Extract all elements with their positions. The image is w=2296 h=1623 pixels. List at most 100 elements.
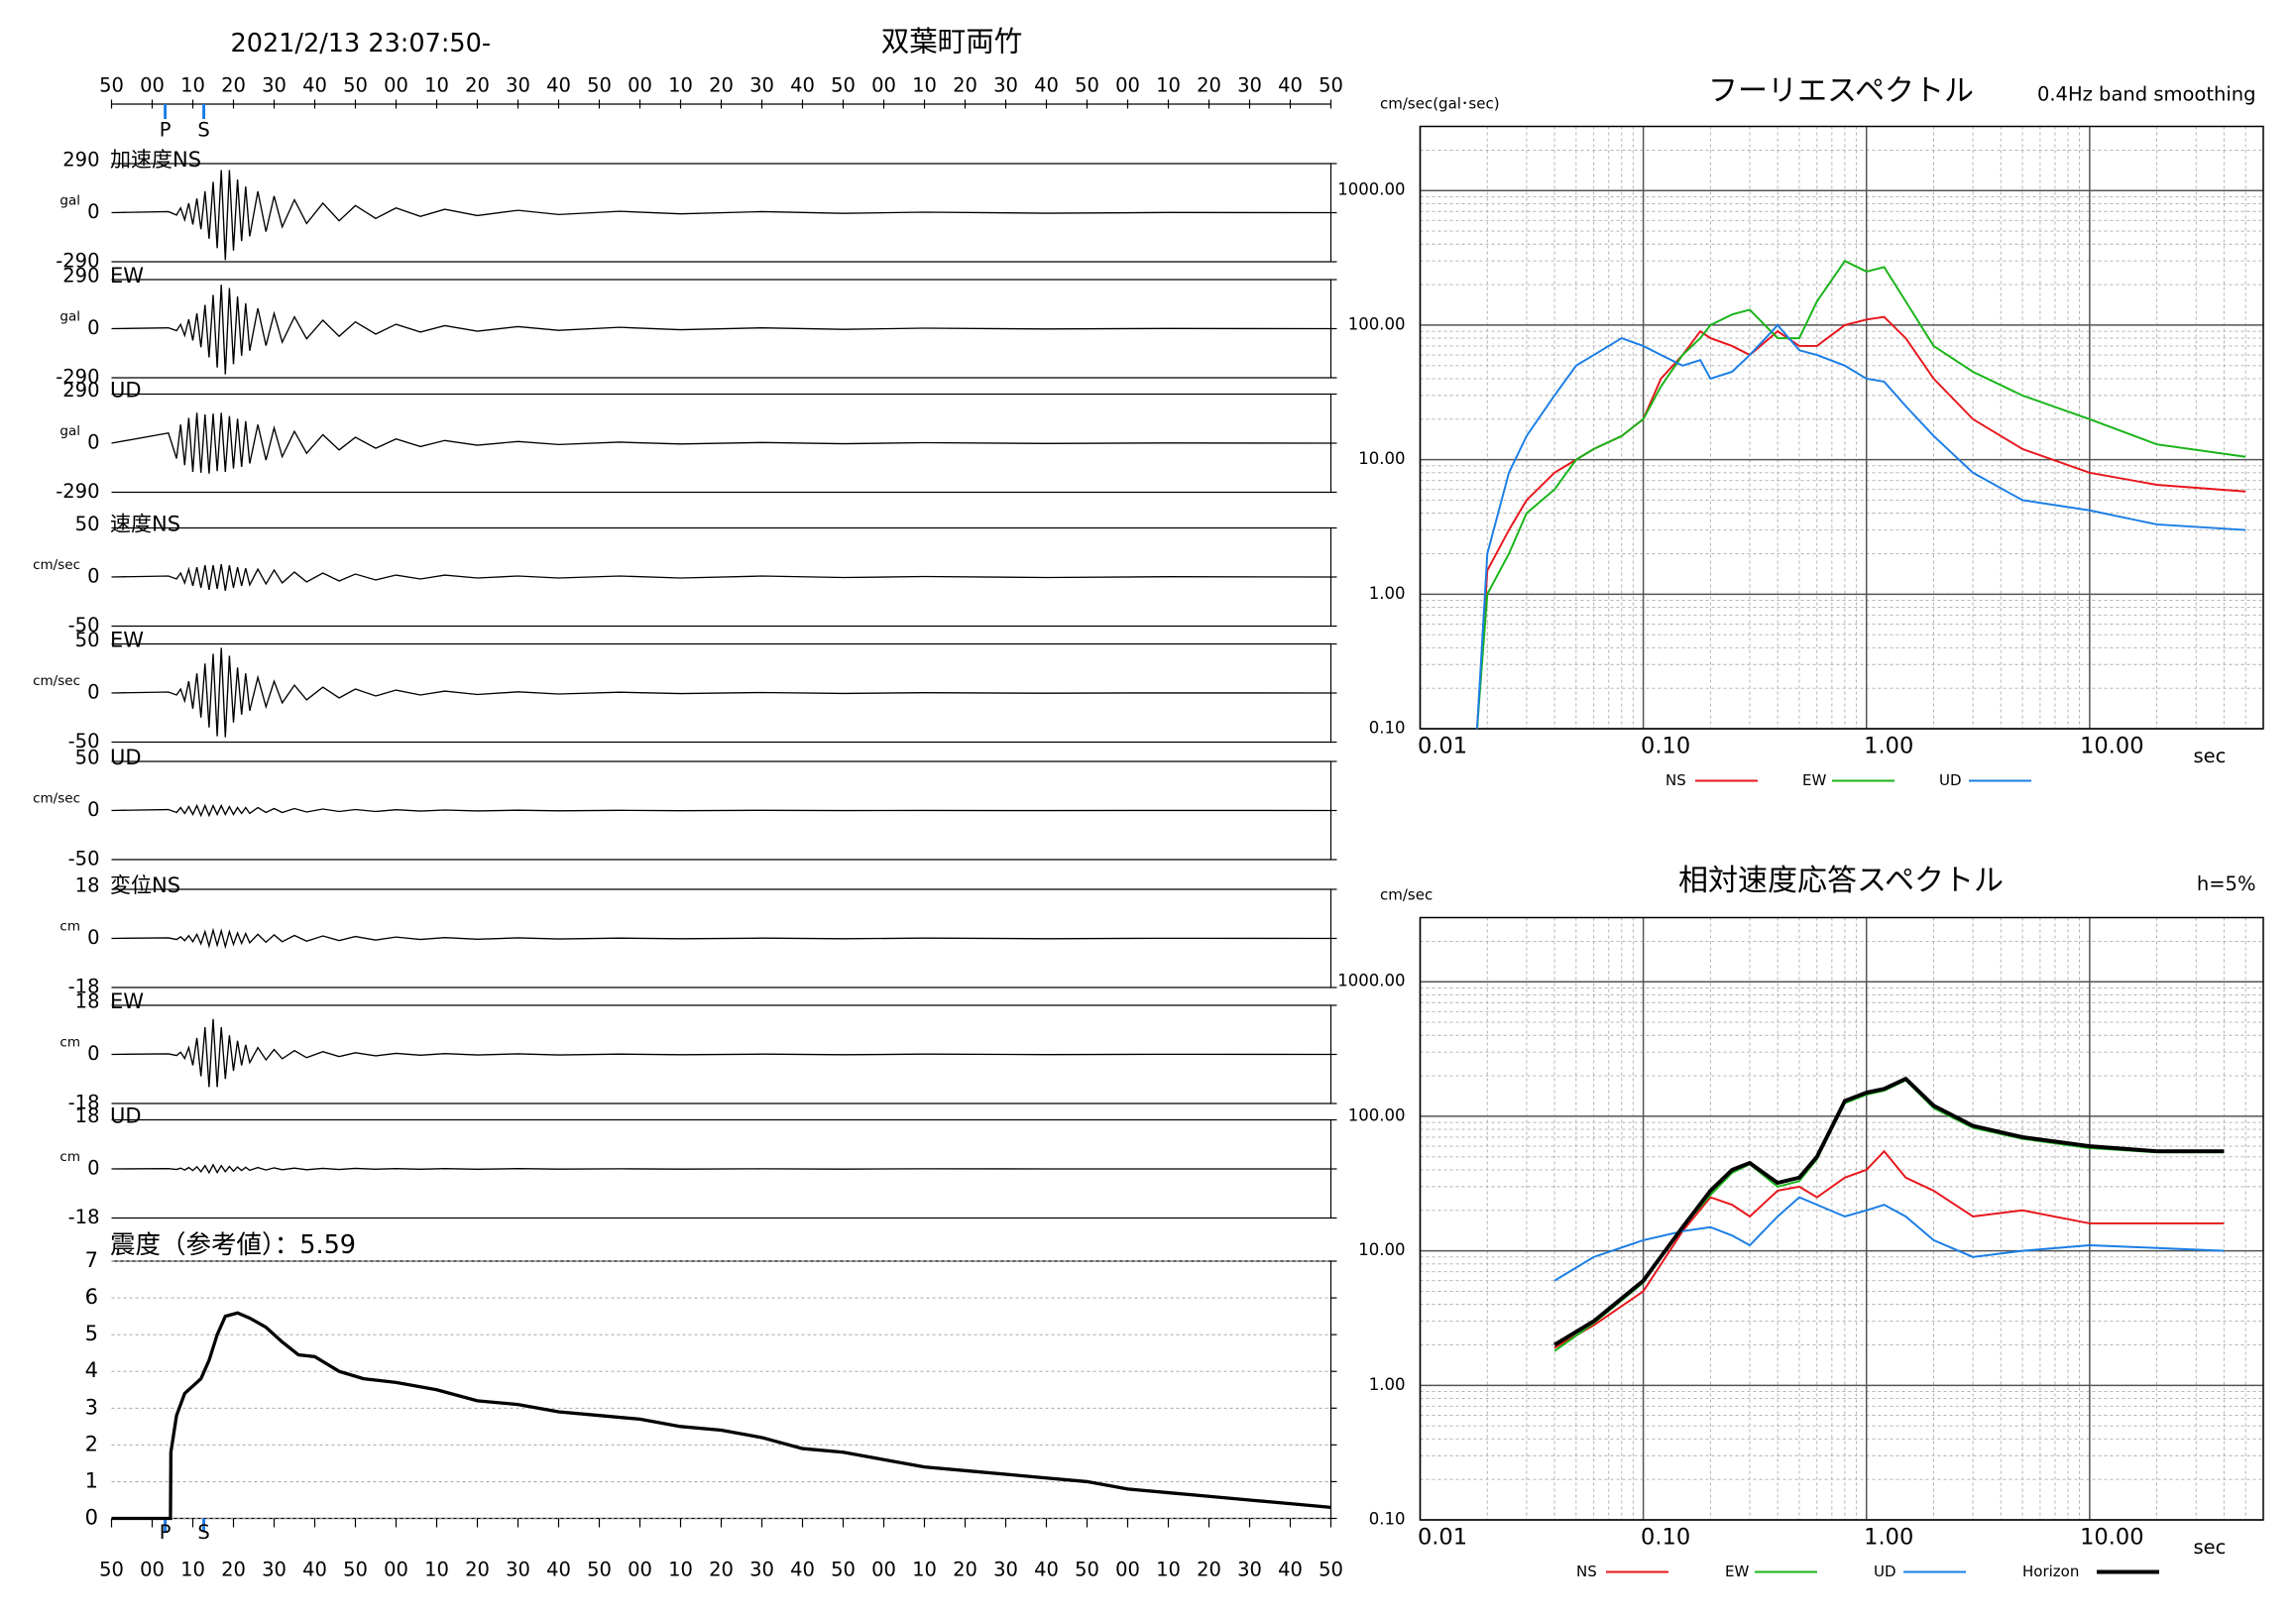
x-tick-label: 50 — [831, 1559, 856, 1581]
x-tick-label: 20 — [465, 1559, 490, 1581]
x-tick-label: 0.10 — [1641, 1525, 1690, 1551]
x-tick-label: 10 — [668, 74, 693, 97]
y-tick-label: -18 — [68, 976, 100, 998]
y-tick-label: -50 — [68, 730, 100, 753]
panel-label: EW — [110, 989, 144, 1013]
unit-label: gal — [59, 193, 80, 209]
spectrum-line — [1475, 315, 2246, 730]
y-tick-label: 0.10 — [1369, 719, 1406, 738]
x-tick-label: 40 — [1034, 1559, 1059, 1581]
x-tick-label: 10 — [424, 1559, 449, 1581]
panel-label: UD — [110, 379, 142, 403]
x-tick-label: 10 — [912, 1559, 937, 1581]
y-axis-label: cm/sec — [1380, 886, 1433, 904]
x-tick-label: 30 — [506, 1559, 530, 1581]
y-tick-label: 290 — [62, 379, 99, 402]
panel-label: UD — [110, 746, 142, 769]
x-tick-label: 10.00 — [2080, 734, 2143, 759]
y-tick-label: -50 — [68, 614, 100, 637]
x-tick-label: 50 — [343, 1559, 368, 1581]
y-tick-label: -290 — [56, 250, 99, 273]
waveform — [111, 927, 1331, 950]
y-tick-label: 0 — [85, 1506, 98, 1530]
waveform — [111, 647, 1331, 738]
x-tick-label: 10.00 — [2080, 1525, 2143, 1551]
y-tick-label: 100.00 — [1348, 314, 1406, 333]
y-tick-label: 100.00 — [1348, 1105, 1406, 1124]
y-tick-label: 0 — [87, 798, 99, 821]
panel-label: EW — [110, 629, 144, 652]
waveform — [111, 1163, 1331, 1175]
legend-label: UD — [1874, 1563, 1896, 1580]
y-axis-label: cm/sec(gal･sec) — [1380, 95, 1500, 113]
x-tick-label: 00 — [628, 1559, 652, 1581]
unit-label: gal — [59, 423, 80, 439]
x-tick-label: 0.01 — [1418, 1525, 1467, 1551]
y-tick-label: 0 — [87, 926, 99, 949]
y-tick-label: 50 — [75, 629, 100, 651]
y-tick-label: -290 — [56, 480, 99, 503]
legend-label: NS — [1576, 1563, 1597, 1580]
waveform — [111, 564, 1331, 591]
y-tick-label: 18 — [75, 990, 100, 1013]
x-tick-label: 20 — [1197, 74, 1221, 97]
date-subtitle: 2021/2/13 23:07:50- — [231, 29, 492, 58]
spectrum-subtitle: 0.4Hz band smoothing — [2037, 83, 2256, 106]
x-tick-label: 00 — [384, 74, 408, 97]
spectrum-title: 相対速度応答スペクトル — [1678, 864, 2004, 898]
panel-label: EW — [110, 264, 144, 288]
unit-label: cm/sec — [33, 673, 80, 689]
spectrum-line — [1553, 1076, 2225, 1347]
y-tick-label: 0 — [87, 565, 99, 588]
x-tick-label: 20 — [709, 74, 734, 97]
unit-label: cm/sec — [33, 557, 80, 573]
spectrum-line — [1553, 1149, 2225, 1349]
x-tick-label: 00 — [871, 1559, 896, 1581]
y-tick-label: 1.00 — [1369, 584, 1406, 603]
x-tick-label: 50 — [99, 74, 124, 97]
y-tick-label: 4 — [85, 1358, 98, 1382]
waveform — [111, 170, 1331, 261]
x-tick-label: 50 — [1319, 74, 1343, 97]
x-tick-label: 1.00 — [1864, 734, 1913, 759]
x-tick-label: 10 — [1156, 74, 1181, 97]
x-tick-label: 30 — [506, 74, 530, 97]
x-tick-label: 40 — [302, 1559, 327, 1581]
x-tick-label: 00 — [1115, 74, 1140, 97]
y-tick-label: 3 — [85, 1395, 98, 1419]
plot-frame — [1419, 916, 2264, 1521]
y-tick-label: 0 — [87, 1157, 99, 1180]
x-tick-label: 50 — [587, 1559, 612, 1581]
unit-label: gal — [59, 309, 80, 325]
x-tick-label: 00 — [140, 74, 165, 97]
y-tick-label: 290 — [62, 265, 99, 288]
x-tick-label: 10 — [1156, 1559, 1181, 1581]
y-tick-label: 7 — [85, 1248, 98, 1272]
x-tick-label: 20 — [1197, 1559, 1221, 1581]
x-tick-label: 40 — [1034, 74, 1059, 97]
y-tick-label: -18 — [68, 1092, 100, 1114]
x-tick-label: 10 — [424, 74, 449, 97]
y-tick-label: 0.10 — [1369, 1510, 1406, 1529]
y-tick-label: 0 — [87, 431, 99, 454]
panel-label: 変位NS — [110, 873, 180, 897]
y-tick-label: 18 — [75, 874, 100, 897]
y-tick-label: 18 — [75, 1104, 100, 1127]
waveform — [111, 1018, 1331, 1088]
intensity-title: 震度（参考値）：5.59 — [110, 1230, 356, 1260]
y-tick-label: 1.00 — [1369, 1375, 1406, 1394]
y-tick-label: 0 — [87, 1042, 99, 1065]
x-tick-label: 20 — [221, 74, 246, 97]
spectrum-line — [1553, 1196, 2225, 1282]
y-tick-label: 6 — [85, 1285, 98, 1309]
unit-label: cm — [59, 919, 80, 935]
x-tick-label: 50 — [99, 1559, 124, 1581]
y-tick-label: -18 — [68, 1206, 100, 1228]
y-tick-label: 1000.00 — [1337, 972, 1405, 990]
x-tick-label: 50 — [343, 74, 368, 97]
y-tick-label: 10.00 — [1358, 449, 1405, 468]
x-tick-label: 0.10 — [1641, 734, 1690, 759]
x-tick-label: 10 — [668, 1559, 693, 1581]
x-tick-label: 40 — [1278, 1559, 1303, 1581]
